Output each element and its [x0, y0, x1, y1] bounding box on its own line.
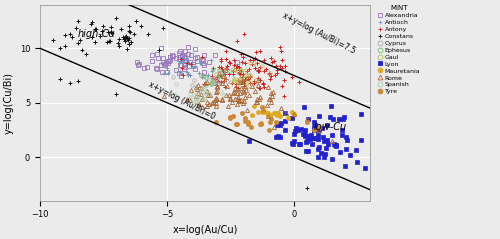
Text: x+y=log (Au/Bi)=0: x+y=log (Au/Bi)=0 — [146, 80, 216, 121]
Legend: Alexandria, Antioch, Antony, Constans, Cyprus, Ephesus, Gaul, Lyon, Mauretania, : Alexandria, Antioch, Antony, Constans, C… — [376, 4, 422, 96]
Text: x+y=log (Au/Bi)=7.5: x+y=log (Au/Bi)=7.5 — [281, 11, 357, 56]
Y-axis label: y=log(Cu/Bi): y=log(Cu/Bi) — [4, 72, 14, 134]
Text: high-Cu: high-Cu — [78, 29, 116, 39]
Text: low-Cu: low-Cu — [314, 122, 348, 132]
X-axis label: x=log(Au/Cu): x=log(Au/Cu) — [172, 225, 238, 235]
